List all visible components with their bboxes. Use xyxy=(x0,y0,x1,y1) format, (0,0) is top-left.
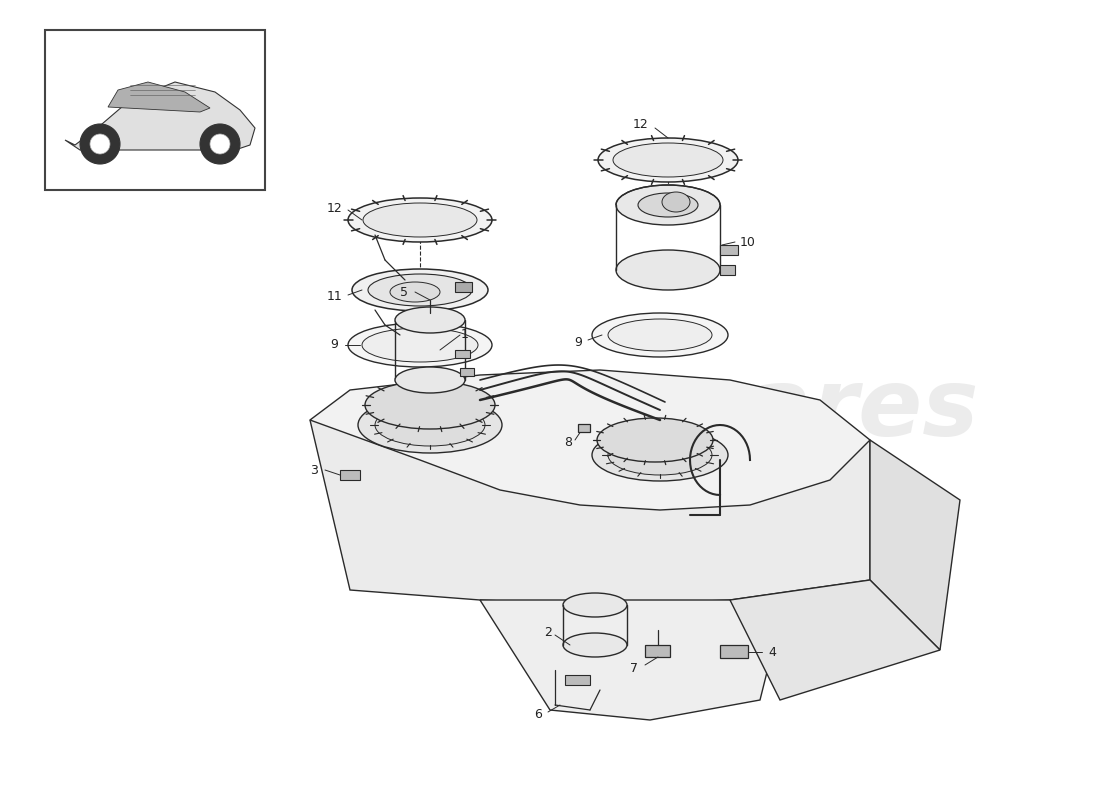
Polygon shape xyxy=(455,282,472,292)
Polygon shape xyxy=(720,245,738,255)
Ellipse shape xyxy=(613,143,723,177)
Polygon shape xyxy=(480,600,780,720)
Text: 8: 8 xyxy=(564,437,572,450)
Ellipse shape xyxy=(616,250,721,290)
Ellipse shape xyxy=(563,593,627,617)
Circle shape xyxy=(90,134,110,154)
Text: 3: 3 xyxy=(310,463,318,477)
Polygon shape xyxy=(720,645,748,658)
Polygon shape xyxy=(340,470,360,480)
Ellipse shape xyxy=(608,435,712,475)
Polygon shape xyxy=(108,82,210,112)
Polygon shape xyxy=(565,675,590,685)
Text: 9: 9 xyxy=(574,335,582,349)
Circle shape xyxy=(80,124,120,164)
Polygon shape xyxy=(460,368,474,376)
Text: 2: 2 xyxy=(544,626,552,638)
Ellipse shape xyxy=(348,198,492,242)
Ellipse shape xyxy=(368,274,472,306)
Ellipse shape xyxy=(616,185,721,225)
Ellipse shape xyxy=(358,397,502,453)
Text: 4: 4 xyxy=(768,646,776,658)
Polygon shape xyxy=(455,350,470,358)
Ellipse shape xyxy=(390,282,440,302)
Polygon shape xyxy=(720,265,735,275)
Ellipse shape xyxy=(352,269,488,311)
Ellipse shape xyxy=(662,192,690,212)
Text: 12: 12 xyxy=(632,118,648,131)
Text: a passion since 1985: a passion since 1985 xyxy=(446,471,855,509)
Ellipse shape xyxy=(395,367,465,393)
Text: 1: 1 xyxy=(461,329,469,342)
Text: 10: 10 xyxy=(740,235,756,249)
Ellipse shape xyxy=(608,319,712,351)
Ellipse shape xyxy=(365,381,495,429)
Polygon shape xyxy=(310,420,870,605)
Text: 11: 11 xyxy=(327,290,342,303)
Ellipse shape xyxy=(638,193,698,217)
Polygon shape xyxy=(310,370,870,510)
Polygon shape xyxy=(65,82,255,150)
Text: 6: 6 xyxy=(535,709,542,722)
Text: 5: 5 xyxy=(400,286,408,298)
Text: 9: 9 xyxy=(330,338,338,351)
Ellipse shape xyxy=(563,633,627,657)
Ellipse shape xyxy=(592,313,728,357)
Text: 7: 7 xyxy=(630,662,638,674)
FancyBboxPatch shape xyxy=(45,30,265,190)
Ellipse shape xyxy=(395,307,465,333)
Ellipse shape xyxy=(597,418,713,462)
Ellipse shape xyxy=(362,328,478,362)
Ellipse shape xyxy=(592,429,728,481)
Ellipse shape xyxy=(375,404,485,446)
Polygon shape xyxy=(578,424,590,432)
Circle shape xyxy=(210,134,230,154)
Polygon shape xyxy=(730,580,940,700)
Circle shape xyxy=(200,124,240,164)
Text: 12: 12 xyxy=(327,202,342,214)
Polygon shape xyxy=(645,645,670,657)
Ellipse shape xyxy=(348,323,492,367)
Text: eurospares: eurospares xyxy=(382,364,979,456)
Ellipse shape xyxy=(598,138,738,182)
Polygon shape xyxy=(870,440,960,650)
Ellipse shape xyxy=(363,203,477,237)
